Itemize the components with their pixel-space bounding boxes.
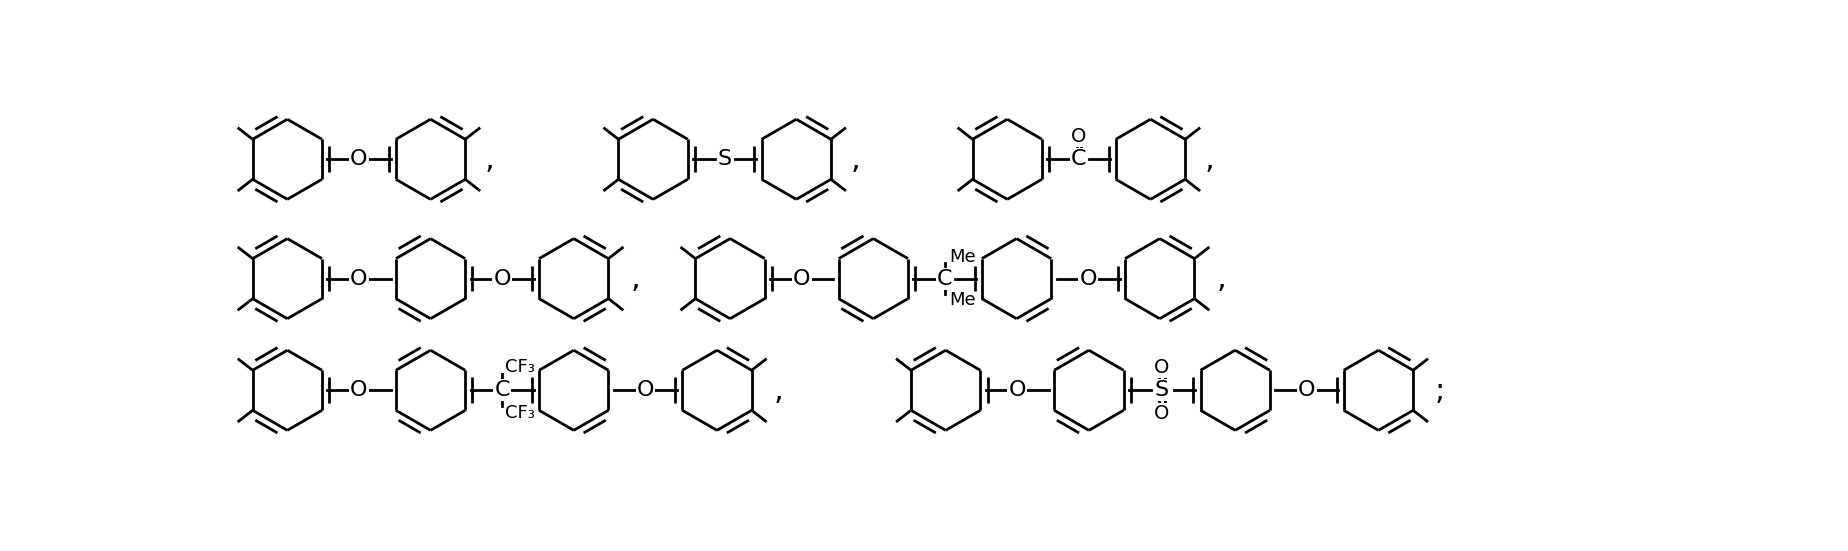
Text: C: C bbox=[493, 380, 510, 400]
Text: O: O bbox=[1007, 380, 1026, 400]
Text: O: O bbox=[1297, 380, 1316, 400]
Text: ,: , bbox=[1205, 145, 1214, 174]
Text: C: C bbox=[1070, 149, 1087, 169]
Text: Me: Me bbox=[948, 291, 976, 309]
Text: ,: , bbox=[772, 376, 784, 405]
Text: O: O bbox=[349, 149, 368, 169]
Text: O: O bbox=[636, 380, 654, 400]
Text: O: O bbox=[1070, 127, 1087, 145]
Text: ;: ; bbox=[1434, 376, 1445, 405]
Text: CF₃: CF₃ bbox=[505, 358, 534, 376]
Text: O: O bbox=[349, 380, 368, 400]
Text: O: O bbox=[1153, 404, 1170, 423]
Text: O: O bbox=[349, 269, 368, 289]
Text: ,: , bbox=[1216, 264, 1225, 293]
Text: ,: , bbox=[630, 264, 639, 293]
Text: O: O bbox=[1079, 269, 1096, 289]
Text: S: S bbox=[1155, 380, 1168, 400]
Text: O: O bbox=[793, 269, 809, 289]
Text: S: S bbox=[717, 149, 732, 169]
Text: ,: , bbox=[850, 145, 859, 174]
Text: CF₃: CF₃ bbox=[505, 404, 534, 423]
Text: Me: Me bbox=[948, 248, 976, 266]
Text: O: O bbox=[493, 269, 510, 289]
Text: ,: , bbox=[484, 145, 495, 174]
Text: C: C bbox=[937, 269, 952, 289]
Text: O: O bbox=[1153, 358, 1170, 377]
